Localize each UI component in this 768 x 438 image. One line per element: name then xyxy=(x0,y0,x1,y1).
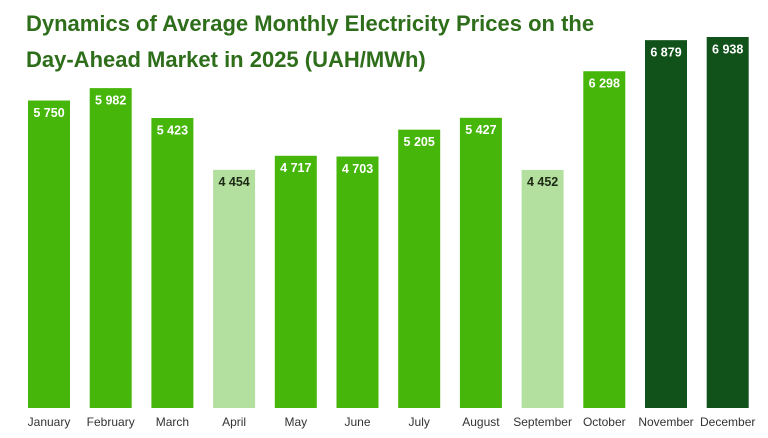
bar xyxy=(521,169,564,408)
bar xyxy=(583,71,626,409)
value-label: 4 454 xyxy=(218,175,249,189)
value-label: 6 879 xyxy=(650,45,681,59)
value-label: 5 982 xyxy=(95,93,126,107)
value-label: 5 750 xyxy=(33,106,64,120)
x-tick-label: August xyxy=(462,415,500,429)
x-tick-label: November xyxy=(638,415,693,429)
bar xyxy=(213,169,256,408)
value-label: 6 938 xyxy=(712,42,743,56)
bar xyxy=(459,117,502,408)
value-label: 5 423 xyxy=(157,123,188,137)
value-label: 5 205 xyxy=(404,135,435,149)
x-tick-label: October xyxy=(583,415,626,429)
bar xyxy=(336,156,379,408)
x-tick-label: March xyxy=(156,415,189,429)
value-label: 5 427 xyxy=(465,123,496,137)
value-label: 4 703 xyxy=(342,162,373,176)
x-tick-label: January xyxy=(28,415,71,429)
bar xyxy=(645,40,687,409)
value-label: 4 717 xyxy=(280,161,311,175)
bar xyxy=(28,100,70,408)
bar xyxy=(398,129,441,408)
bar xyxy=(706,37,749,408)
x-tick-label: September xyxy=(513,415,572,429)
bar xyxy=(151,118,194,408)
x-tick-label: July xyxy=(409,415,430,429)
chart-title: Dynamics of Average Monthly Electricity … xyxy=(26,11,595,72)
bar xyxy=(274,155,317,408)
x-tick-label: April xyxy=(222,415,246,429)
value-label: 4 452 xyxy=(527,175,558,189)
x-tick-label: February xyxy=(87,415,135,429)
x-tick-label: May xyxy=(284,415,307,429)
value-label: 6 298 xyxy=(589,77,620,91)
bar xyxy=(89,88,132,408)
x-tick-label: December xyxy=(700,415,755,429)
x-tick-label: June xyxy=(344,415,370,429)
